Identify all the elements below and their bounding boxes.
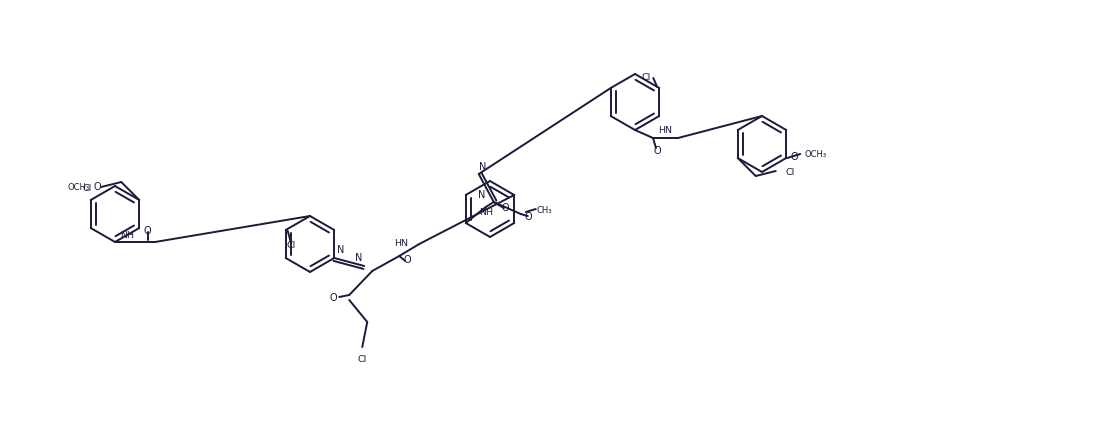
Text: N: N <box>479 162 486 172</box>
Text: N: N <box>478 190 486 200</box>
Text: NH: NH <box>478 207 493 216</box>
Text: OCH₃: OCH₃ <box>68 182 90 191</box>
Text: O: O <box>404 255 411 264</box>
Text: HN: HN <box>658 125 672 134</box>
Text: Cl: Cl <box>83 183 92 192</box>
Text: O: O <box>525 212 532 221</box>
Text: O: O <box>791 152 798 162</box>
Text: N: N <box>337 244 344 255</box>
Text: Cl: Cl <box>286 240 295 249</box>
Text: OCH₃: OCH₃ <box>804 149 826 158</box>
Text: O: O <box>93 181 101 191</box>
Text: NH: NH <box>121 230 135 239</box>
Text: O: O <box>653 146 660 156</box>
Text: Cl: Cl <box>358 355 366 364</box>
Text: O: O <box>144 225 151 236</box>
Text: N: N <box>354 252 362 262</box>
Text: CH₃: CH₃ <box>536 205 552 214</box>
Text: Cl: Cl <box>642 72 652 81</box>
Text: O: O <box>329 292 337 302</box>
Text: HN: HN <box>394 238 408 247</box>
Text: O: O <box>502 203 510 212</box>
Text: Cl: Cl <box>785 167 795 176</box>
